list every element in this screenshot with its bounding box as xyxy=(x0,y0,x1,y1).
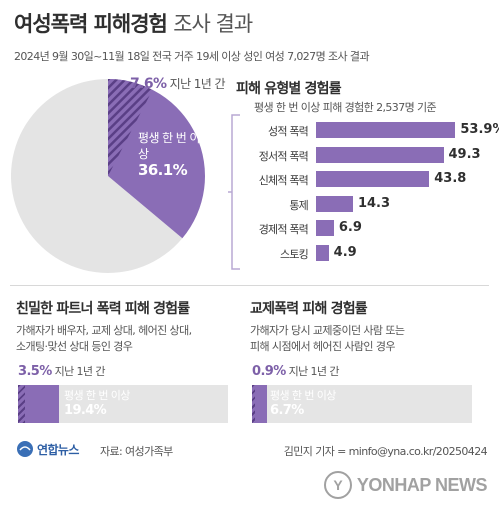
type-bar xyxy=(316,220,334,236)
type-bar xyxy=(316,146,444,163)
partner-lifetime-caption: 평생 한 번 이상 xyxy=(64,389,130,402)
type-bar-label: 통제 xyxy=(289,198,308,212)
source-note: 자료: 여성가족부 xyxy=(100,445,173,458)
type-bar-value: 49.3 xyxy=(448,146,481,162)
credit-note: 김민지 기자 = minfo@yna.co.kr/20250424 xyxy=(283,445,488,458)
yonhap-logo-text: 연합뉴스 xyxy=(37,442,79,457)
pie-recent-caption: 지난 1년 간 xyxy=(169,77,226,91)
partner-lifetime-label: 평생 한 번 이상 19.4% xyxy=(64,388,130,418)
dating-desc-line-2: 피해 시점에서 헤어진 사람인 경우 xyxy=(250,340,395,353)
partner-desc-line-1: 가해자가 배우자, 교제 상대, 헤어진 상대, xyxy=(16,324,192,337)
dating-lifetime-bar xyxy=(252,385,267,423)
partner-desc-line-2: 소개팅·맞선 상대 등인 경우 xyxy=(16,340,133,353)
type-bar xyxy=(316,122,456,138)
pie-recent-value: 7.6 xyxy=(130,76,154,92)
pie-slice-recent xyxy=(108,79,153,176)
pie-recent-unit: % xyxy=(153,76,167,92)
type-bar-label: 신체적 폭력 xyxy=(258,174,309,187)
pie-lifetime-value: 36.1 xyxy=(138,161,173,179)
partner-description: 가해자가 배우자, 교제 상대, 헤어진 상대, 소개팅·맞선 상대 등인 경우 xyxy=(16,323,192,355)
dating-title: 교제폭력 피해 경험률 xyxy=(250,301,368,317)
dating-lifetime-value: 6.7% xyxy=(270,403,304,418)
type-bar-value: 6.9 xyxy=(338,220,362,235)
dating-lifetime-caption: 평생 한 번 이상 xyxy=(270,389,336,402)
svg-text:Y: Y xyxy=(333,477,343,493)
dating-bar-track: 평생 한 번 이상 6.7% xyxy=(252,385,472,423)
page-title: 여성폭력 피해경험 조사 결과 xyxy=(14,8,253,38)
watermark: Y YONHAP NEWS xyxy=(323,470,488,500)
pie-lifetime-label: 평생 한 번 이상 36.1% xyxy=(138,130,208,179)
dating-recent-label: 0.9% 지난 1년 간 xyxy=(252,363,339,379)
title-main: 여성폭력 피해경험 xyxy=(14,12,168,36)
pie-slice-rest xyxy=(11,79,183,273)
dating-recent-caption: 지난 1년 간 xyxy=(288,365,340,378)
type-bar xyxy=(316,195,353,212)
pie-lifetime-caption: 평생 한 번 이상 xyxy=(138,131,200,161)
partner-recent-value: 3.5% xyxy=(18,364,52,379)
section-divider xyxy=(10,285,489,286)
yonhap-logo: 연합뉴스 xyxy=(16,440,79,458)
type-chart-title: 피해 유형별 경험률 xyxy=(236,81,342,97)
watermark-text: YONHAP NEWS xyxy=(356,474,488,495)
pie-lifetime-unit: % xyxy=(172,161,188,179)
type-bar-label: 성적 폭력 xyxy=(268,125,309,138)
partner-recent-caption: 지난 1년 간 xyxy=(54,365,106,378)
dating-desc-line-1: 가해자가 당시 교제중이던 사람 또는 xyxy=(250,324,405,337)
partner-recent-label: 3.5% 지난 1년 간 xyxy=(18,363,105,379)
watermark-icon: Y xyxy=(323,471,352,499)
partner-bar-track: 평생 한 번 이상 19.4% xyxy=(18,385,228,423)
type-bar-value: 43.8 xyxy=(434,171,467,186)
type-bar-value: 14.3 xyxy=(357,195,391,211)
type-bar-value: 4.9 xyxy=(333,244,357,260)
dating-description: 가해자가 당시 교제중이던 사람 또는 피해 시점에서 헤어진 사람인 경우 xyxy=(250,323,405,355)
type-bar-label: 경제적 폭력 xyxy=(258,223,309,236)
partner-title: 친밀한 파트너 폭력 피해 경험률 xyxy=(16,301,190,317)
dating-recent-value: 0.9% xyxy=(252,364,286,379)
dating-lifetime-label: 평생 한 번 이상 6.7% xyxy=(270,388,336,418)
type-chart-subtitle: 평생 한 번 이상 피해 경험한 2,537명 기준 xyxy=(254,101,437,114)
bracket-connector xyxy=(228,114,240,270)
type-bar-label: 스토킹 xyxy=(280,247,309,261)
pie-chart xyxy=(11,79,205,273)
type-bar-value: 53.9% xyxy=(460,122,499,137)
type-bar-label: 정서적 폭력 xyxy=(258,149,309,163)
type-bar-chart: 성적 폭력 53.9% 정서적 폭력 49.3 신체적 폭력 43.8 통제 14.3 경제적 … xyxy=(222,122,499,272)
pie-recent-label: 7.6% 지난 1년 간 xyxy=(130,75,226,92)
yonhap-logo-icon xyxy=(17,441,33,457)
type-bar xyxy=(316,171,430,187)
title-sub: 조사 결과 xyxy=(173,12,253,36)
partner-recent-bar xyxy=(18,385,26,423)
page-subtitle: 2024년 9월 30일~11월 18일 전국 거주 19세 이상 성인 여성 … xyxy=(14,50,370,63)
partner-lifetime-value: 19.4% xyxy=(64,403,107,418)
dating-recent-bar xyxy=(252,385,255,423)
type-bar xyxy=(316,244,329,261)
